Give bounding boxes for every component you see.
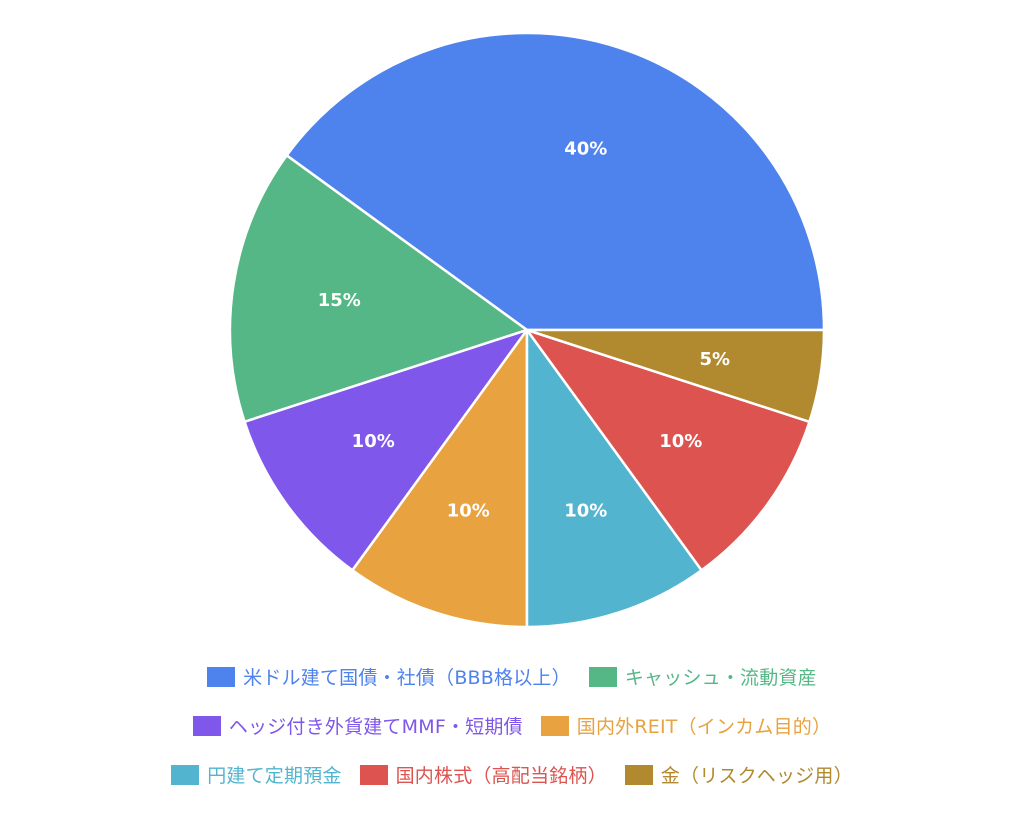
legend-label: 国内株式（高配当銘柄） [395,765,607,787]
slice-data-label-4: 10% [447,500,490,521]
slice-data-label-3: 10% [352,431,395,452]
legend-entry-4[interactable]: 国内外REIT（インカム目的） [540,712,832,739]
legend-swatch [540,715,569,736]
legend-row-1: 米ドル建て国債・社債（BBB格以上） キャッシュ・流動資産 [0,652,1024,701]
pie-slice-7 [525,328,826,424]
legend-swatch [207,666,236,687]
legend-swatch [624,764,653,785]
slice-data-label-7: 5% [699,349,730,370]
legend-label: 米ドル建て国債・社債（BBB格以上） [243,667,571,689]
legend-label: 円建て定期預金 [207,765,342,787]
chart-legend: 米ドル建て国債・社債（BBB格以上） キャッシュ・流動資産ヘッジ付き外貨建てMMF… [0,652,1024,799]
legend-label: キャッシュ・流動資産 [624,667,817,689]
legend-entry-1[interactable]: 米ドル建て国債・社債（BBB格以上） [207,663,571,690]
legend-entry-2[interactable]: キャッシュ・流動資産 [588,663,817,690]
pie-plot-area: 40% 15% 10% 10% 10% 10% 5% [228,31,826,629]
slice-data-label-5: 10% [564,500,607,521]
pie-slice-2 [228,154,529,424]
pie-slice-5 [525,328,703,629]
slice-data-label-2: 15% [318,290,361,311]
legend-entry-7[interactable]: 金（リスクヘッジ用） [624,761,853,788]
slice-data-label-1: 40% [564,139,607,160]
legend-swatch [192,715,221,736]
legend-swatch [171,764,200,785]
legend-entry-5[interactable]: 円建て定期預金 [171,761,341,788]
pie-slice-3 [243,328,529,572]
legend-label: 金（リスクヘッジ用） [660,765,853,787]
legend-swatch [359,764,388,785]
legend-row-3: 円建て定期預金 国内株式（高配当銘柄） 金（リスクヘッジ用） [0,750,1024,799]
legend-row-2: ヘッジ付き外貨建てMMF・短期債 国内外REIT（インカム目的） [0,701,1024,750]
legend-swatch [588,666,617,687]
pie-slice-4 [351,328,529,629]
legend-entry-6[interactable]: 国内株式（高配当銘柄） [359,761,607,788]
legend-entry-3[interactable]: ヘッジ付き外貨建てMMF・短期債 [192,712,523,739]
pie-slice-6 [525,328,811,572]
legend-label: 国内外REIT（インカム目的） [576,716,832,738]
slice-data-label-6: 10% [659,431,702,452]
pie-slice-1 [285,31,826,332]
legend-label: ヘッジ付き外貨建てMMF・短期債 [228,716,523,738]
